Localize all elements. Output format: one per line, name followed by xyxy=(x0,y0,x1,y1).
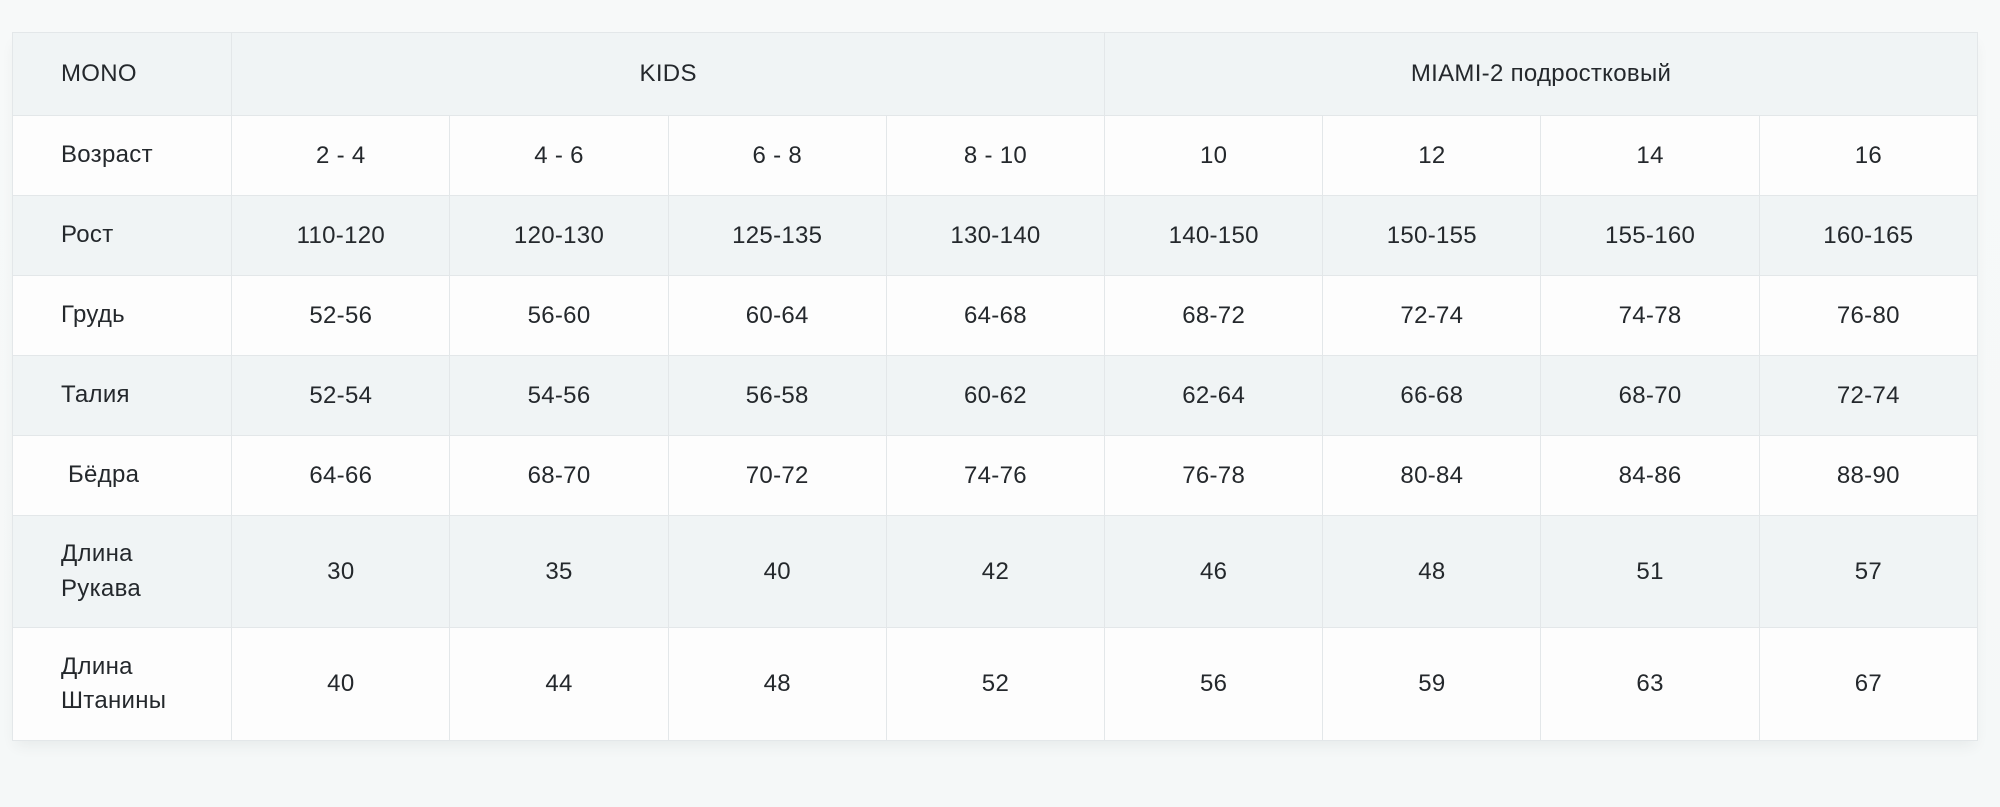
size-value-cell: 52-56 xyxy=(231,275,451,356)
table-row-chest: Грудь 52-56 56-60 60-64 64-68 68-72 72-74 74-78… xyxy=(11,275,1979,356)
size-value-cell: 4 - 6 xyxy=(449,115,669,196)
group-header-kids: KIDS xyxy=(231,32,1106,116)
row-label-waist: Талия xyxy=(11,355,233,436)
table-row-inseam-length: Длина Штанины 40 44 48 52 56 59 63 67 xyxy=(11,627,1979,741)
size-value-cell: 63 xyxy=(1540,627,1760,741)
size-value-cell: 59 xyxy=(1322,627,1542,741)
size-value-cell: 68-70 xyxy=(449,435,669,516)
size-value-cell: 80-84 xyxy=(1322,435,1542,516)
size-value-cell: 40 xyxy=(667,515,887,628)
size-value-cell: 8 - 10 xyxy=(885,115,1106,196)
size-chart-table: MONO KIDS MIAMI-2 подростковый Возраст 2 … xyxy=(11,32,1979,741)
row-label-age: Возраст xyxy=(11,115,233,196)
size-value-cell: 56-58 xyxy=(667,355,887,436)
size-value-cell: 12 xyxy=(1322,115,1542,196)
size-value-cell: 51 xyxy=(1540,515,1760,628)
size-value-cell: 66-68 xyxy=(1322,355,1542,436)
size-value-cell: 57 xyxy=(1758,515,1979,628)
size-value-cell: 40 xyxy=(231,627,451,741)
table-row-sleeve-length: Длина Рукава 30 35 40 42 46 48 51 57 xyxy=(11,515,1979,628)
size-value-cell: 16 xyxy=(1758,115,1979,196)
size-value-cell: 54-56 xyxy=(449,355,669,436)
size-value-cell: 64-66 xyxy=(231,435,451,516)
size-value-cell: 48 xyxy=(1322,515,1542,628)
size-value-cell: 140-150 xyxy=(1104,195,1324,276)
size-value-cell: 52 xyxy=(885,627,1106,741)
size-value-cell: 67 xyxy=(1758,627,1979,741)
size-value-cell: 60-64 xyxy=(667,275,887,356)
size-value-cell: 60-62 xyxy=(885,355,1106,436)
table-row-waist: Талия 52-54 54-56 56-58 60-62 62-64 66-68 68-70… xyxy=(11,355,1979,436)
size-value-cell: 56 xyxy=(1104,627,1324,741)
size-value-cell: 84-86 xyxy=(1540,435,1760,516)
size-value-cell: 68-70 xyxy=(1540,355,1760,436)
size-value-cell: 2 - 4 xyxy=(231,115,451,196)
row-label-chest: Грудь xyxy=(11,275,233,356)
size-value-cell: 35 xyxy=(449,515,669,628)
size-value-cell: 110-120 xyxy=(231,195,451,276)
size-value-cell: 52-54 xyxy=(231,355,451,436)
size-value-cell: 130-140 xyxy=(885,195,1106,276)
size-value-cell: 120-130 xyxy=(449,195,669,276)
size-value-cell: 10 xyxy=(1104,115,1324,196)
size-value-cell: 155-160 xyxy=(1540,195,1760,276)
size-value-cell: 150-155 xyxy=(1322,195,1542,276)
table-row-height: Рост 110-120 120-130 125-135 130-140 140-150 1… xyxy=(11,195,1979,276)
brand-header-cell: MONO xyxy=(11,32,233,116)
size-value-cell: 160-165 xyxy=(1758,195,1979,276)
size-value-cell: 46 xyxy=(1104,515,1324,628)
size-value-cell: 72-74 xyxy=(1758,355,1979,436)
size-value-cell: 6 - 8 xyxy=(667,115,887,196)
table-row-hips: Бёдра 64-66 68-70 70-72 74-76 76-78 80-84 84-86… xyxy=(11,435,1979,516)
row-label-sleeve-length: Длина Рукава xyxy=(11,515,233,628)
row-label-hips: Бёдра xyxy=(11,435,233,516)
size-value-cell: 76-80 xyxy=(1758,275,1979,356)
row-label-height: Рост xyxy=(11,195,233,276)
size-value-cell: 30 xyxy=(231,515,451,628)
row-label-inseam-length: Длина Штанины xyxy=(11,627,233,741)
size-value-cell: 48 xyxy=(667,627,887,741)
size-value-cell: 74-76 xyxy=(885,435,1106,516)
size-value-cell: 88-90 xyxy=(1758,435,1979,516)
group-header-miami2: MIAMI-2 подростковый xyxy=(1104,32,1978,116)
size-value-cell: 125-135 xyxy=(667,195,887,276)
size-value-cell: 44 xyxy=(449,627,669,741)
size-value-cell: 64-68 xyxy=(885,275,1106,356)
size-value-cell: 70-72 xyxy=(667,435,887,516)
size-value-cell: 42 xyxy=(885,515,1106,628)
size-value-cell: 68-72 xyxy=(1104,275,1324,356)
size-value-cell: 76-78 xyxy=(1104,435,1324,516)
size-value-cell: 74-78 xyxy=(1540,275,1760,356)
size-value-cell: 72-74 xyxy=(1322,275,1542,356)
size-value-cell: 14 xyxy=(1540,115,1760,196)
size-value-cell: 56-60 xyxy=(449,275,669,356)
group-header-row: MONO KIDS MIAMI-2 подростковый xyxy=(11,32,1978,116)
size-value-cell: 62-64 xyxy=(1104,355,1324,436)
